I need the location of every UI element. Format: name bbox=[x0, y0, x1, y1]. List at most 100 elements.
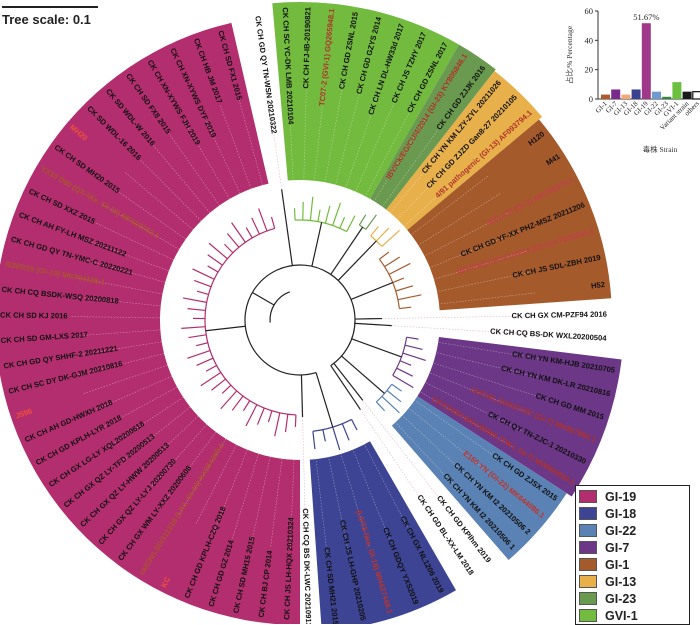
leaf-branch bbox=[399, 307, 411, 308]
root-arc bbox=[270, 292, 290, 323]
bar-gi-22 bbox=[652, 92, 661, 99]
leaf-branch bbox=[183, 298, 207, 302]
leaf-branch bbox=[208, 255, 223, 265]
legend-item-gi-22: GI-22 bbox=[579, 522, 689, 539]
leaf-branch bbox=[197, 358, 213, 365]
bar-gi-19 bbox=[642, 23, 651, 99]
leaf-branch bbox=[209, 243, 227, 258]
leaf-branch bbox=[188, 335, 206, 338]
leaf-branch bbox=[208, 266, 218, 272]
leaf-branch bbox=[393, 375, 414, 387]
leaf-branch bbox=[376, 402, 384, 411]
x-axis-label: 毒株 Strain bbox=[643, 144, 678, 154]
leaf-branch bbox=[275, 413, 280, 436]
leaf-branch bbox=[393, 278, 404, 282]
leaf-branch bbox=[211, 379, 225, 390]
leaf-branch bbox=[398, 295, 422, 300]
bar-gi-18 bbox=[632, 89, 641, 99]
leaf-branch bbox=[371, 227, 379, 236]
bar-gi-1 bbox=[601, 95, 610, 99]
leaf-branch bbox=[194, 280, 211, 286]
legend-label: GI-19 bbox=[605, 490, 636, 504]
leaf-branch bbox=[259, 208, 267, 230]
leaf-branch bbox=[224, 244, 232, 252]
legend-swatch bbox=[579, 558, 597, 571]
leaf-label: CK CH CQ BS DK-LWC 20210913 bbox=[301, 508, 313, 624]
leaf-branch bbox=[403, 353, 426, 360]
leaf-branch bbox=[389, 263, 410, 274]
legend-swatch bbox=[579, 592, 597, 605]
backbone-branch bbox=[316, 373, 333, 428]
leaf-branch bbox=[347, 216, 355, 232]
backbone-branch bbox=[342, 356, 385, 393]
leaf-branch bbox=[232, 223, 246, 243]
leaf-branch bbox=[379, 252, 389, 259]
leaf-branch bbox=[407, 337, 419, 339]
leaf-branch bbox=[397, 368, 413, 376]
scale-label: Tree scale: 0.1 bbox=[2, 12, 98, 27]
legend-label: GI-23 bbox=[605, 592, 636, 606]
leaf-branch bbox=[295, 208, 296, 220]
leaf-branch bbox=[354, 400, 361, 410]
scale-bar bbox=[2, 6, 98, 8]
leaf-label: CK CH SD KJ 2016 bbox=[0, 310, 68, 320]
legend-swatch bbox=[579, 490, 597, 503]
leaf-branch bbox=[387, 390, 401, 401]
leaf-branch bbox=[243, 401, 249, 411]
bar-gi-23 bbox=[662, 97, 671, 99]
leaf-branch bbox=[366, 215, 377, 230]
leaf-branch bbox=[405, 345, 423, 349]
leaf-branch bbox=[380, 325, 392, 326]
leaf-branch bbox=[181, 327, 205, 329]
bar-others bbox=[693, 92, 700, 99]
leaf-branch bbox=[271, 217, 274, 229]
leaf-branch bbox=[206, 365, 217, 371]
legend-swatch bbox=[579, 507, 597, 520]
leaf-branch bbox=[392, 384, 402, 391]
leaf-branch bbox=[196, 343, 208, 346]
leaf-branch bbox=[222, 385, 231, 393]
leaf-branch bbox=[325, 206, 330, 223]
leaf-branch bbox=[359, 215, 365, 225]
legend-item-gi-19: GI-19 bbox=[579, 488, 689, 505]
y-tick-label: 60 bbox=[585, 6, 594, 16]
leaf-branch bbox=[188, 309, 206, 311]
legend-label: GI-7 bbox=[605, 541, 629, 555]
leaf-branch bbox=[333, 203, 341, 226]
legend-item-gi-1: GI-1 bbox=[579, 556, 689, 573]
leaf-branch bbox=[396, 286, 413, 291]
leaf-branch bbox=[227, 233, 239, 247]
backbone-branch bbox=[206, 326, 246, 331]
backbone-branch bbox=[301, 375, 302, 405]
leaf-branch bbox=[385, 257, 400, 267]
leaf-branch bbox=[318, 210, 320, 222]
leaf-branch bbox=[310, 197, 312, 221]
leaf-branch bbox=[295, 415, 296, 427]
legend-item-gi-18: GI-18 bbox=[579, 505, 689, 522]
legend-swatch bbox=[579, 541, 597, 554]
leaf-branch bbox=[257, 408, 264, 425]
leaf-branch bbox=[201, 372, 221, 385]
legend-swatch bbox=[579, 575, 597, 588]
leaf-branch bbox=[252, 218, 260, 234]
leaf-branch bbox=[232, 396, 243, 410]
leaf-branch bbox=[246, 405, 257, 426]
tree-scale: Tree scale: 0.1 bbox=[2, 6, 98, 27]
legend-item-gi-23: GI-23 bbox=[579, 590, 689, 607]
leaf-branch bbox=[246, 228, 252, 238]
leaf-branch bbox=[355, 391, 362, 400]
legend-swatch bbox=[579, 524, 597, 537]
leaf-branch bbox=[282, 189, 284, 201]
leaf-branch bbox=[268, 411, 272, 422]
legend-label: GI-13 bbox=[605, 575, 636, 589]
bar-variant-strain bbox=[683, 92, 692, 99]
strain-percentage-chart: 0204060GI-1GI-7GI-13GI-18GI-19GI-22GI-23… bbox=[560, 0, 700, 158]
bar-gi-13 bbox=[621, 95, 630, 99]
leaf-branch bbox=[286, 414, 288, 432]
leaf-branch bbox=[352, 419, 358, 430]
backbone-branch bbox=[283, 201, 292, 265]
legend-label: GI-1 bbox=[605, 558, 629, 572]
leaf-branch bbox=[313, 431, 315, 449]
leaf-branch bbox=[400, 361, 411, 366]
